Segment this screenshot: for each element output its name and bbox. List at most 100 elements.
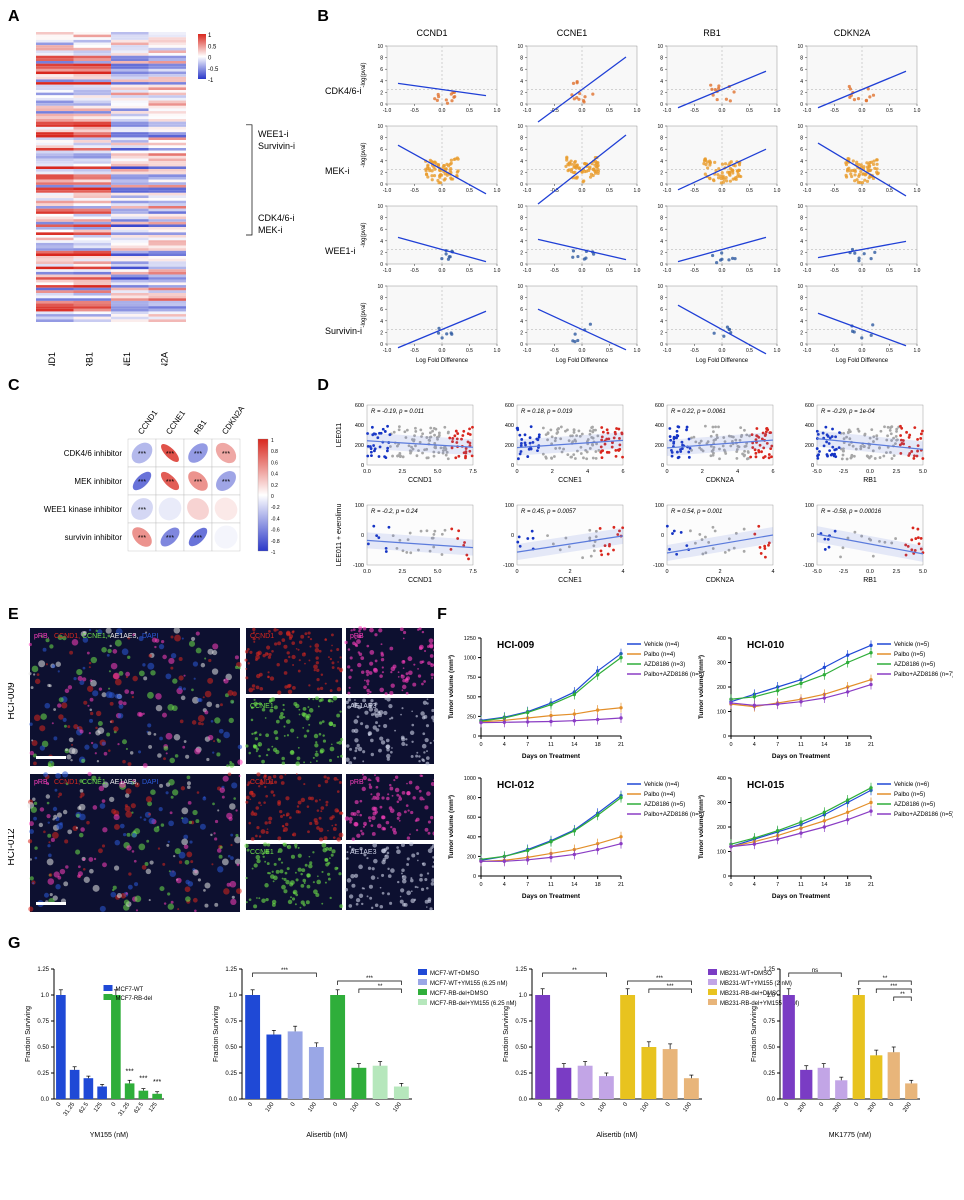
panel-b: B CCND1CCNE1RB1CDKN2ACDK4/6-i-1.0-0.50.0… [317,8,956,371]
svg-text:0: 0 [480,742,483,748]
svg-text:400: 400 [467,835,476,841]
svg-text:8: 8 [381,56,384,62]
svg-text:0.5: 0.5 [886,348,893,354]
svg-text:CCND1,: CCND1, [54,633,80,640]
svg-text:1.0: 1.0 [41,993,50,999]
svg-text:Days on Treatment: Days on Treatment [522,753,581,760]
svg-text:8: 8 [521,56,524,62]
svg-text:1.25: 1.25 [37,967,49,973]
svg-text:8: 8 [801,56,804,62]
svg-text:2: 2 [801,170,804,176]
panel-label-e: E [8,606,437,624]
svg-text:Palbo+AZD8186 (n=5): Palbo+AZD8186 (n=5) [644,812,704,818]
svg-text:400: 400 [717,636,726,642]
svg-text:2: 2 [521,250,524,256]
svg-text:DAPI: DAPI [142,633,158,640]
svg-text:Vehicle (n=4): Vehicle (n=4) [644,642,679,648]
svg-text:600: 600 [505,403,514,409]
svg-text:8: 8 [661,136,664,142]
svg-text:62.5: 62.5 [133,1101,145,1115]
svg-text:***: *** [194,451,202,458]
svg-text:6: 6 [381,67,384,73]
svg-text:4: 4 [753,882,756,888]
svg-text:-1.0: -1.0 [383,348,392,354]
svg-text:0: 0 [480,882,483,888]
svg-text:6: 6 [772,469,775,475]
svg-text:1.0: 1.0 [914,108,921,114]
svg-text:1.0: 1.0 [914,348,921,354]
svg-text:-1.0: -1.0 [803,108,812,114]
svg-text:0: 0 [381,342,384,348]
svg-text:Palbo+AZD8186 (n=5): Palbo+AZD8186 (n=5) [894,812,953,818]
svg-text:**: ** [900,992,905,998]
svg-text:7: 7 [776,882,779,888]
panel-label-d: D [317,377,956,395]
svg-text:200: 200 [655,443,664,449]
svg-text:-log(pval): -log(pval) [361,62,367,87]
svg-text:AZD8186 (n=5): AZD8186 (n=5) [894,662,935,668]
svg-text:0: 0 [511,463,514,469]
svg-text:200: 200 [902,1101,913,1113]
svg-text:5.0: 5.0 [920,569,928,575]
svg-text:6: 6 [661,307,664,313]
svg-text:-0.6: -0.6 [271,528,280,534]
panel-e: E HCI-009pRB, CCND1, CCNE1, AE1AE3, DAPI… [8,606,437,929]
svg-text:MCF7-WT+YM155 (6.25 nM): MCF7-WT+YM155 (6.25 nM) [430,981,508,987]
svg-text:4: 4 [381,79,384,85]
svg-text:MEK-i: MEK-i [258,225,283,235]
svg-text:6: 6 [521,67,524,73]
svg-text:11: 11 [548,882,554,888]
svg-text:***: *** [153,1079,161,1086]
svg-text:0: 0 [723,734,726,740]
svg-text:0.0: 0.0 [579,348,586,354]
svg-text:Days on Treatment: Days on Treatment [772,893,831,900]
svg-text:2: 2 [661,330,664,336]
svg-text:***: *** [138,451,146,458]
svg-text:MCF7-RB-del: MCF7-RB-del [116,996,153,1002]
svg-text:100: 100 [355,503,364,509]
svg-text:RB1: RB1 [864,477,878,484]
svg-text:-0.5: -0.5 [831,188,840,194]
svg-text:AE1AE3,: AE1AE3, [110,633,138,640]
svg-text:4: 4 [521,319,524,325]
svg-text:0: 0 [516,569,519,575]
svg-text:Tumor volume (mm³): Tumor volume (mm³) [448,795,455,859]
svg-text:0: 0 [661,533,664,539]
svg-text:CDK4/6-i: CDK4/6-i [325,86,362,96]
svg-text:***: *** [138,507,146,514]
svg-text:***: *** [139,1076,147,1083]
svg-text:8: 8 [381,136,384,142]
svg-text:2: 2 [661,90,664,96]
svg-text:Survivin-i: Survivin-i [325,326,362,336]
svg-text:-1: -1 [271,550,276,556]
svg-text:0: 0 [854,1101,861,1108]
svg-text:8: 8 [381,216,384,222]
svg-text:4: 4 [801,159,804,165]
svg-text:0: 0 [381,102,384,108]
svg-text:RB1: RB1 [84,352,94,366]
svg-text:0.5: 0.5 [746,108,753,114]
svg-text:MEK inhibitor: MEK inhibitor [74,477,122,486]
svg-text:0.0: 0.0 [364,469,372,475]
svg-text:0.50: 0.50 [37,1045,49,1051]
svg-text:CDKN2A: CDKN2A [706,577,735,584]
svg-text:0.5: 0.5 [606,268,613,274]
svg-text:2: 2 [381,330,384,336]
svg-text:0.0: 0.0 [867,469,875,475]
svg-text:1: 1 [271,438,274,444]
svg-text:10: 10 [798,284,804,290]
svg-text:6: 6 [381,227,384,233]
svg-text:10: 10 [798,204,804,210]
svg-text:100: 100 [555,1101,566,1113]
svg-text:400: 400 [355,423,364,429]
svg-text:***: *** [166,451,174,458]
svg-text:-1.0: -1.0 [523,108,532,114]
svg-text:MB231-WT+YM155 (2 nM): MB231-WT+YM155 (2 nM) [720,981,792,987]
svg-text:CDKN2A: CDKN2A [220,404,246,436]
scatter-grid: 0.02.55.07.50200400600R = -0.19, p = 0.0… [317,395,953,595]
svg-text:1.0: 1.0 [494,268,501,274]
svg-text:R = -0.58, p = 0.00016: R = -0.58, p = 0.00016 [821,509,882,515]
svg-text:-2.5: -2.5 [839,469,848,475]
svg-text:-log(pval): -log(pval) [361,302,367,327]
volcano-grid: CCND1CCNE1RB1CDKN2ACDK4/6-i-1.0-0.50.00.… [317,26,953,366]
